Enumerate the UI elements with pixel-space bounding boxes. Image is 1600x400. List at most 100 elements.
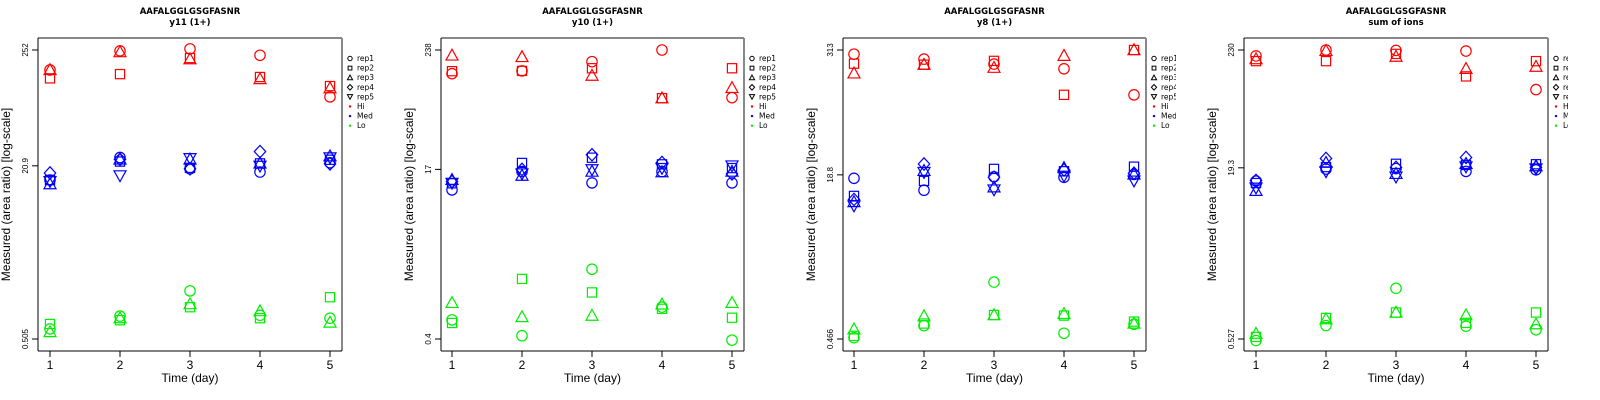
- legend-label: Hi: [1563, 102, 1568, 111]
- data-point-med-rep4: [43, 165, 57, 181]
- data-point-hi-rep2: [1058, 89, 1070, 101]
- data-point-hi-rep1: [254, 49, 266, 62]
- data-points: [846, 42, 1142, 344]
- legend-dot-icon: [1152, 124, 1156, 127]
- y-tick-label: 17: [424, 164, 433, 173]
- data-point-hi-rep1: [586, 55, 598, 68]
- legend-label: rep4: [759, 83, 776, 92]
- legend-label: Hi: [357, 102, 365, 111]
- data-point-med-rep4: [1127, 166, 1141, 181]
- y-axis-label: Measured (area ratio) [log-scale]: [1205, 108, 1219, 281]
- legend-label: rep1: [1161, 54, 1176, 63]
- chart-panel-3: AAFALGGLGSGFASNR y8 (1+) 313 18.8 0.466 1 2 3 4 5…: [784, 0, 1176, 400]
- legend-label: rep1: [759, 54, 776, 63]
- data-point-med-rep5: [182, 153, 198, 166]
- data-point-med-rep4: [847, 192, 861, 207]
- data-point-hi-rep2: [988, 55, 1000, 67]
- x-axis-label: Time (day): [162, 371, 219, 385]
- x-axis-label: Time (day): [1368, 371, 1425, 385]
- data-point-hi-rep2: [1460, 71, 1472, 82]
- legend-label: rep3: [759, 73, 776, 82]
- y-tick-label: 252: [21, 43, 30, 57]
- legend-label: rep2: [759, 64, 776, 73]
- data-point-med-rep1: [726, 177, 738, 189]
- data-point-lo-rep3: [1248, 326, 1264, 339]
- y-axis-label: Measured (area ratio) [log-scale]: [0, 108, 13, 281]
- legend-dot-icon: [348, 124, 352, 127]
- data-point-hi-rep1: [516, 65, 528, 77]
- data-point-lo-rep1: [918, 319, 930, 332]
- data-point-med-rep4: [987, 170, 1001, 185]
- y-tick-label: 0.4: [424, 333, 433, 345]
- data-point-med-rep4: [445, 174, 459, 189]
- x-tick-label: 2: [921, 358, 928, 372]
- data-point-lo-rep3: [444, 295, 460, 309]
- data-point-lo-rep3: [1056, 306, 1072, 320]
- chart-title: AAFALGGLGSGFASNR: [140, 7, 241, 17]
- data-point-lo-rep2: [918, 318, 930, 329]
- y-tick-label: 0.505: [21, 328, 30, 349]
- data-point-lo-rep3: [1458, 307, 1474, 321]
- data-point-med-rep4: [917, 156, 931, 172]
- data-point-med-rep3: [1388, 166, 1404, 180]
- x-tick-label: 3: [1393, 358, 1400, 372]
- data-point-hi-rep3: [654, 90, 670, 104]
- data-point-lo-rep3: [322, 315, 338, 328]
- data-point-lo-rep1: [1250, 334, 1262, 347]
- legend-dot-icon: [1152, 105, 1156, 108]
- data-point-med-rep5: [916, 166, 932, 180]
- x-tick-label: 2: [1323, 358, 1330, 372]
- data-point-hi-rep3: [1248, 51, 1264, 65]
- data-point-med-rep5: [584, 164, 600, 177]
- data-point-med-rep3: [1458, 156, 1474, 169]
- data-point-med-rep2: [1128, 161, 1140, 172]
- data-point-lo-rep2: [848, 330, 860, 342]
- data-point-med-rep5: [1318, 166, 1334, 179]
- data-point-hi-rep3: [916, 57, 932, 70]
- x-axis-label: Time (day): [564, 371, 621, 385]
- legend-label: rep3: [1161, 73, 1176, 82]
- x-tick-label: 5: [1131, 358, 1138, 372]
- data-point-lo-rep1: [1530, 323, 1542, 336]
- data-point-hi-rep2: [1530, 55, 1542, 67]
- data-point-hi-rep3: [112, 44, 128, 58]
- legend-label: rep3: [1563, 73, 1568, 82]
- data-point-med-rep5: [654, 162, 670, 176]
- data-point-lo-rep1: [1320, 319, 1332, 332]
- x-tick-label: 1: [47, 358, 54, 372]
- y-axis-label: Measured (area ratio) [log-scale]: [804, 108, 818, 281]
- data-point-lo-rep2: [254, 312, 266, 324]
- data-point-hi-rep3: [252, 71, 268, 85]
- legend-triangle-up-icon: [1150, 73, 1158, 81]
- data-point-hi-rep3: [444, 48, 460, 61]
- data-point-med-rep5: [1528, 163, 1544, 176]
- data-point-med-rep2: [586, 152, 598, 163]
- data-point-med-rep5: [252, 160, 268, 174]
- legend-triangle-down-icon: [1150, 94, 1158, 101]
- data-point-med-rep4: [1389, 160, 1403, 175]
- legend-label: Lo: [759, 121, 768, 130]
- data-point-lo-rep2: [446, 317, 458, 329]
- data-point-med-rep4: [253, 144, 267, 159]
- data-point-hi-rep3: [42, 62, 58, 76]
- data-point-lo-rep2: [516, 273, 528, 285]
- data-point-med-rep5: [444, 177, 460, 191]
- x-tick-label: 5: [1533, 358, 1540, 372]
- data-point-hi-rep3: [1388, 49, 1404, 62]
- legend-label: Hi: [1161, 102, 1169, 111]
- y-tick-label: 0.466: [826, 328, 835, 349]
- data-point-hi-rep3: [1458, 61, 1474, 74]
- legend-dot-icon: [1554, 105, 1558, 108]
- data-point-hi-rep1: [1128, 89, 1140, 101]
- data-point-med-rep3: [654, 164, 670, 178]
- data-point-hi-rep3: [182, 51, 198, 65]
- y-tick-label: 18.8: [826, 167, 835, 183]
- data-point-med-rep2: [918, 175, 930, 187]
- data-point-med-rep5: [846, 200, 862, 214]
- legend-triangle-up-icon: [748, 73, 756, 81]
- data-point-lo-rep2: [1250, 331, 1262, 343]
- legend-square-icon: [347, 65, 353, 71]
